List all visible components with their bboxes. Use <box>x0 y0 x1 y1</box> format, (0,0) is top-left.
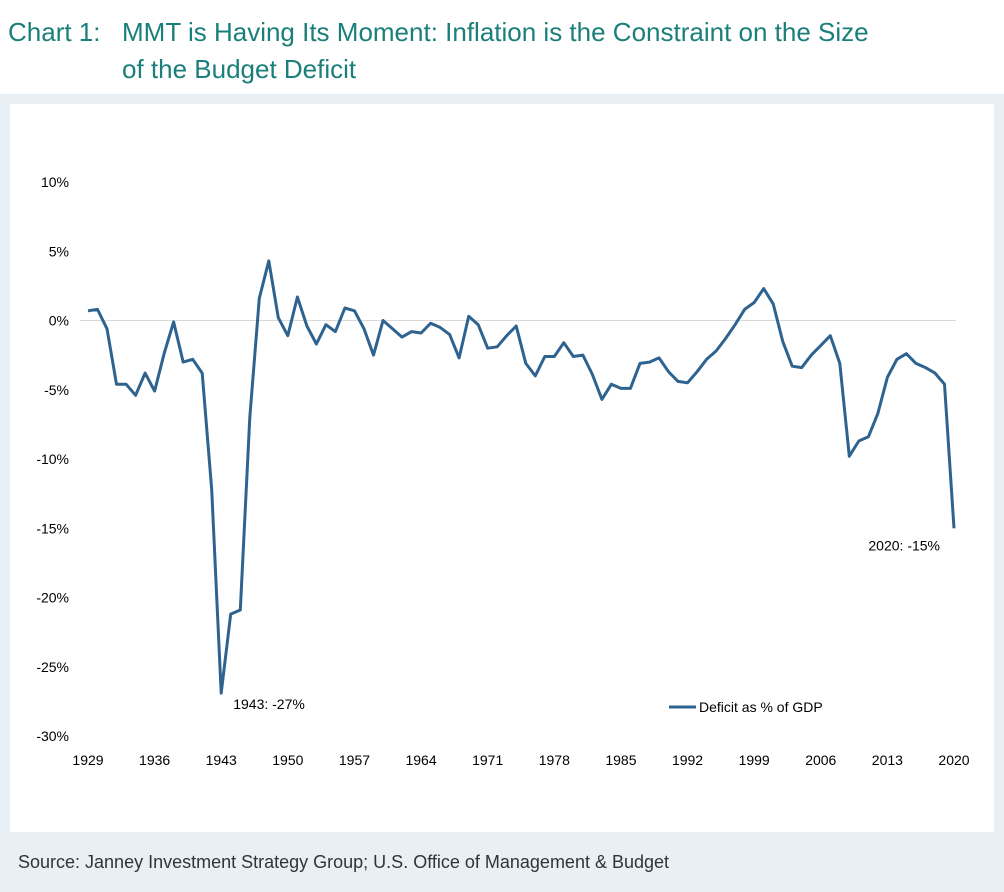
y-tick-label: 5% <box>49 243 69 259</box>
x-tick-label: 1964 <box>405 752 436 768</box>
x-tick-label: 1971 <box>472 752 503 768</box>
chart-area <box>10 104 994 832</box>
x-tick-label: 1936 <box>139 752 170 768</box>
y-tick-label: -5% <box>44 382 69 398</box>
y-tick-label: -30% <box>36 728 69 744</box>
source-note: Source: Janney Investment Strategy Group… <box>18 852 670 872</box>
legend-label: Deficit as % of GDP <box>699 699 823 715</box>
x-tick-label: 1950 <box>272 752 303 768</box>
chart-title-line2: of the Budget Deficit <box>122 54 357 84</box>
chart-title-prefix: Chart 1: <box>8 17 101 47</box>
y-axis-ticks: 10% 5% 0% -5% -10% -15% -20% -25% -30% <box>36 174 69 744</box>
x-tick-label: 1985 <box>605 752 636 768</box>
chart-legend: Deficit as % of GDP <box>669 699 823 715</box>
y-tick-label: 10% <box>41 174 69 190</box>
chart-title-line1: MMT is Having Its Moment: Inflation is t… <box>122 17 869 47</box>
annotation-label: 1943: -27% <box>233 696 305 712</box>
y-tick-label: 0% <box>49 313 69 329</box>
chart-annotations: 1943: -27% 2020: -15% <box>233 537 940 712</box>
x-tick-label: 1978 <box>539 752 570 768</box>
y-tick-label: -25% <box>36 659 69 675</box>
x-tick-label: 2006 <box>805 752 836 768</box>
y-tick-label: -10% <box>36 451 69 467</box>
y-tick-label: -15% <box>36 520 69 536</box>
x-tick-label: 1999 <box>739 752 770 768</box>
annotation-label: 2020: -15% <box>868 537 940 553</box>
x-tick-label: 1929 <box>72 752 103 768</box>
y-tick-label: -20% <box>36 590 69 606</box>
x-tick-label: 1943 <box>206 752 237 768</box>
x-tick-label: 2020 <box>938 752 969 768</box>
series-line-deficit <box>87 259 956 695</box>
x-tick-label: 1992 <box>672 752 703 768</box>
chart-title: Chart 1: MMT is Having Its Moment: Inflat… <box>8 14 998 88</box>
x-tick-label: 2013 <box>872 752 903 768</box>
x-tick-label: 1957 <box>339 752 370 768</box>
x-axis-ticks: 1929 1936 1943 1950 1957 1964 1971 1978 1985 1992… <box>72 752 969 768</box>
